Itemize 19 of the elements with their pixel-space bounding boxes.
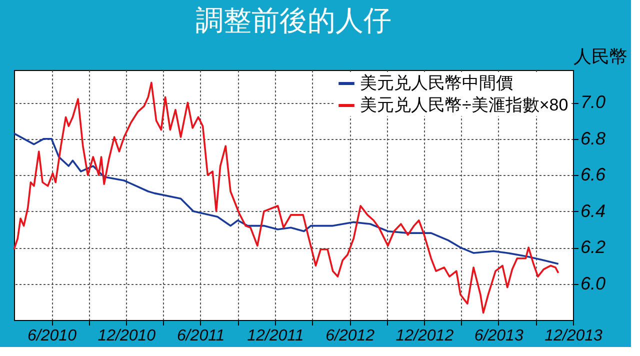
x-tick-label: 12/2013 — [544, 328, 603, 344]
line-series — [13, 132, 560, 265]
x-tick-label: 6/2010 — [28, 328, 77, 344]
y-tick-label: 6.2 — [580, 237, 606, 258]
y-tick-label: 6.8 — [580, 128, 606, 148]
legend-label: 美元兑人民幣÷美滙指數×80 — [360, 96, 568, 114]
x-tick-label: 6/2012 — [326, 328, 375, 344]
legend-label: 美元兑人民幣中間價 — [360, 74, 513, 92]
y-tick-label: 6.6 — [580, 164, 607, 185]
y-axis-title: 人民幣 — [574, 46, 628, 66]
y-tick-label: 6.0 — [580, 273, 606, 294]
x-tick-label: 12/2011 — [247, 328, 304, 344]
x-tick-label: 12/2010 — [98, 328, 156, 344]
y-tick-label: 6.4 — [580, 200, 606, 221]
y-tick-label: 7.0 — [580, 92, 606, 112]
x-tick-label: 12/2012 — [396, 328, 454, 344]
chart-title: 調整前後的人仔 — [196, 5, 392, 36]
x-tick-label: 6/2011 — [176, 328, 225, 344]
x-tick-label: 6/2013 — [474, 328, 524, 344]
